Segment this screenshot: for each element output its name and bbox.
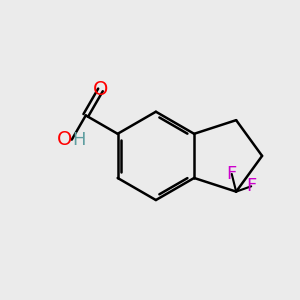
- Text: O: O: [56, 130, 72, 149]
- Text: F: F: [226, 165, 237, 183]
- Text: H: H: [72, 130, 85, 148]
- Text: O: O: [93, 80, 108, 99]
- Text: F: F: [246, 177, 256, 195]
